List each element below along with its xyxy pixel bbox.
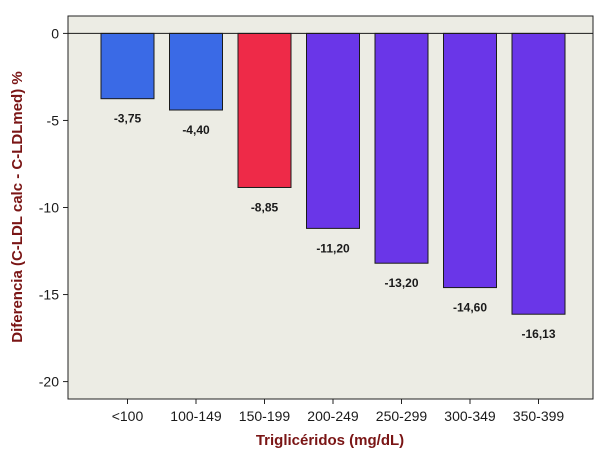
y-tick-label: 0 bbox=[51, 25, 59, 41]
x-tick-label: 300-349 bbox=[444, 408, 496, 424]
y-tick-label: -5 bbox=[47, 112, 60, 128]
bar bbox=[169, 32, 223, 111]
x-tick-label: 350-399 bbox=[513, 408, 565, 424]
data-label: -4,40 bbox=[182, 123, 210, 137]
x-tick-label: 250-299 bbox=[376, 408, 428, 424]
x-axis: <100 100-149 150-199 200-249 250-299 300-349 3… bbox=[112, 399, 565, 424]
data-label: -13,20 bbox=[384, 276, 418, 290]
bar bbox=[374, 32, 429, 264]
x-tick-label: 150-199 bbox=[239, 408, 291, 424]
bar bbox=[237, 32, 292, 188]
x-tick-label: 200-249 bbox=[307, 408, 359, 424]
data-labels: -3,75 -4,40 -8,85 -11,20 -13,20 -14,60 -16,13 bbox=[114, 112, 556, 342]
y-axis: 0 -5 -10 -15 -20 bbox=[39, 25, 68, 390]
y-axis-title: Diferencia (C-LDL calc - C-LDLmed) % bbox=[9, 71, 26, 342]
x-axis-title: Triglicéridos (mg/dL) bbox=[256, 432, 404, 449]
bar bbox=[511, 32, 566, 315]
bar-series bbox=[100, 32, 566, 315]
data-label: -16,13 bbox=[521, 327, 555, 341]
bar bbox=[443, 32, 497, 289]
y-tick-label: -20 bbox=[39, 374, 59, 390]
x-tick-label: 100-149 bbox=[170, 408, 222, 424]
data-label: -3,75 bbox=[114, 112, 142, 126]
data-label: -8,85 bbox=[251, 200, 279, 214]
x-tick-label: <100 bbox=[112, 408, 144, 424]
y-tick-label: -15 bbox=[39, 287, 59, 303]
data-label: -14,60 bbox=[453, 301, 487, 315]
data-label: -11,20 bbox=[316, 241, 350, 255]
bar bbox=[100, 32, 155, 100]
y-tick-label: -10 bbox=[39, 200, 59, 216]
bar bbox=[306, 32, 360, 229]
